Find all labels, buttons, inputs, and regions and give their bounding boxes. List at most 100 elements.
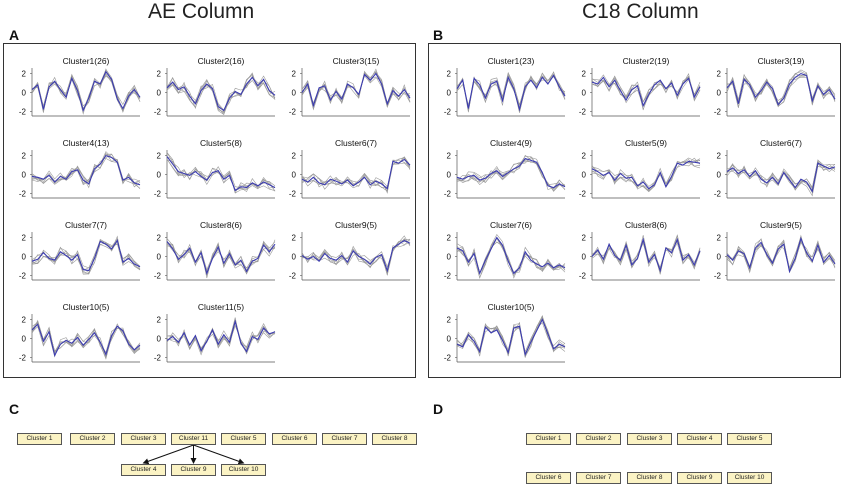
y-tick-label: 0 [447, 334, 452, 343]
panel-b-label: B [433, 27, 444, 43]
mean-profile-line [166, 76, 276, 112]
y-tick-label: 2 [22, 316, 27, 325]
y-tick-label: -2 [289, 271, 297, 280]
member-profile-line [726, 240, 836, 274]
y-tick-label: -2 [289, 107, 297, 116]
cluster-node: Cluster 8 [372, 433, 417, 445]
cluster-title: Cluster4(9) [490, 138, 532, 148]
member-profile-line [456, 71, 566, 110]
member-profile-line [31, 238, 141, 271]
y-tick-label: -2 [19, 271, 27, 280]
panel-c-diagram: Cluster 1 Cluster 2 Cluster 3 Cluster 11 Clu… [0, 425, 420, 483]
panel-a-label: A [9, 27, 20, 43]
member-profile-line [166, 75, 276, 111]
cluster-subplot: Cluster9(5) -2 0 2 [714, 220, 836, 281]
cluster-subplot: Cluster4(9) -2 0 2 [444, 138, 566, 199]
member-profile-line [456, 157, 566, 190]
member-profile-line [166, 76, 276, 115]
cluster-node: Cluster 1 [526, 433, 571, 445]
cluster-subplot: Cluster1(26) -2 0 2 [19, 56, 141, 117]
cluster-title: Cluster2(19) [623, 56, 670, 66]
member-profile-line [31, 242, 141, 271]
cluster-node: Cluster 5 [221, 433, 266, 445]
cluster-title: Cluster9(5) [760, 220, 802, 230]
cluster-subplot: Cluster7(7) -2 0 2 [19, 220, 141, 281]
y-tick-label: -2 [444, 271, 452, 280]
y-tick-label: -2 [19, 189, 27, 198]
member-profile-line [31, 321, 141, 359]
mean-profile-line [456, 236, 566, 276]
cluster-title: Cluster3(15) [333, 56, 380, 66]
y-tick-label: -2 [714, 271, 722, 280]
member-profile-line [31, 240, 141, 275]
member-profile-line [31, 235, 141, 274]
ae-column-title: AE Column [148, 0, 255, 23]
member-profile-line [456, 237, 566, 276]
panel-d-label: D [433, 401, 444, 417]
mean-profile-line [31, 239, 141, 272]
cluster-subplot: Cluster8(6) -2 0 2 [154, 220, 276, 281]
mean-profile-line [591, 76, 701, 108]
cluster-node: Cluster 4 [121, 464, 166, 476]
cluster-node: Cluster 6 [272, 433, 317, 445]
panel-a-chart: Cluster1(26) -2 0 2 Cluster2(16) -2 0 2 Cluster3… [19, 56, 411, 363]
y-tick-label: 2 [157, 316, 162, 325]
y-tick-label: 0 [22, 88, 27, 97]
y-tick-label: 2 [447, 316, 452, 325]
y-tick-label: 0 [717, 170, 722, 179]
y-tick-label: 0 [157, 88, 162, 97]
cluster-subplot: Cluster10(5) -2 0 2 [444, 302, 566, 363]
member-profile-line [591, 159, 701, 189]
cluster-subplot: Cluster2(19) -2 0 2 [579, 56, 701, 117]
y-tick-label: 2 [157, 70, 162, 79]
y-tick-label: 2 [582, 152, 587, 161]
cluster-title: Cluster10(5) [488, 302, 535, 312]
cluster-node: Cluster 2 [576, 433, 621, 445]
y-tick-label: -2 [714, 189, 722, 198]
mean-profile-line [591, 237, 701, 273]
mean-profile-line [166, 156, 276, 192]
cluster-node: Cluster 8 [627, 472, 672, 484]
mean-profile-line [726, 162, 836, 193]
y-tick-label: -2 [444, 189, 452, 198]
cluster-title: Cluster1(26) [63, 56, 110, 66]
cluster-title: Cluster6(7) [760, 138, 802, 148]
member-profile-line [456, 71, 566, 112]
y-tick-label: -2 [444, 353, 452, 362]
y-tick-label: 2 [447, 152, 452, 161]
y-tick-label: 0 [157, 252, 162, 261]
y-tick-label: 2 [22, 70, 27, 79]
cluster-subplot: Cluster2(16) -2 0 2 [154, 56, 276, 117]
y-tick-label: 0 [292, 88, 297, 97]
cluster-title: Cluster10(5) [63, 302, 110, 312]
y-tick-label: 0 [582, 170, 587, 179]
y-tick-label: 0 [157, 334, 162, 343]
cluster-subplot: Cluster10(5) -2 0 2 [19, 302, 141, 363]
panel-d-diagram: Cluster 1 Cluster 2 Cluster 3 Cluster 4 Clus… [425, 425, 845, 484]
y-tick-label: 2 [717, 70, 722, 79]
y-tick-label: -2 [154, 271, 162, 280]
cluster-title: Cluster2(16) [198, 56, 245, 66]
member-profile-line [591, 157, 701, 193]
edge-arrow [142, 444, 194, 465]
cluster-title: Cluster11(5) [198, 302, 244, 312]
member-profile-line [591, 72, 701, 103]
member-profile-line [726, 163, 836, 197]
cluster-node: Cluster 7 [576, 472, 621, 484]
cluster-node: Cluster 2 [70, 433, 115, 445]
panel-a-frame: Cluster1(26) -2 0 2 Cluster2(16) -2 0 2 Cluster3… [3, 43, 416, 378]
cluster-title: Cluster8(6) [200, 220, 242, 230]
y-tick-label: 2 [447, 234, 452, 243]
mean-profile-line [456, 157, 566, 189]
y-tick-label: 0 [157, 170, 162, 179]
y-tick-label: 0 [447, 170, 452, 179]
member-profile-line [301, 240, 411, 274]
cluster-node: Cluster 6 [526, 472, 571, 484]
cluster-subplot: Cluster6(7) -2 0 2 [289, 138, 411, 199]
cluster-title: Cluster8(6) [625, 220, 667, 230]
mean-profile-line [301, 158, 411, 190]
cluster-title: Cluster7(6) [490, 220, 532, 230]
y-tick-label: 2 [582, 70, 587, 79]
cluster-subplot: Cluster3(19) -2 0 2 [714, 56, 836, 117]
cluster-node: Cluster 7 [322, 433, 367, 445]
